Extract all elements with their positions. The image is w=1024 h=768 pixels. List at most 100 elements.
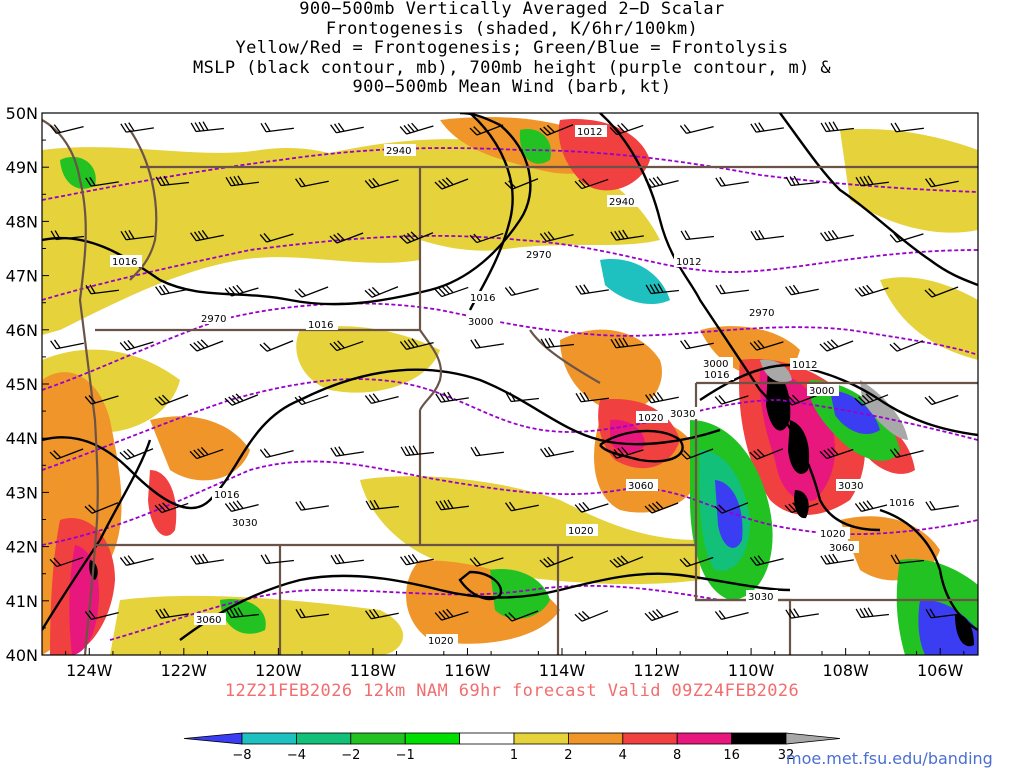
wind-barb (889, 448, 924, 458)
wind-barb (504, 286, 539, 296)
wind-barb (470, 338, 504, 349)
wind-barb (784, 394, 819, 406)
lat-tick-label: 42N (6, 538, 38, 557)
wind-barb (259, 340, 294, 352)
height-label: 2970 (199, 312, 231, 325)
lat-tick-label: 48N (6, 212, 38, 231)
wind-barb (679, 124, 714, 134)
title-line-2: Frontogenesis (shaded, K/6hr/100km) (325, 18, 699, 39)
mslp-label-text: 1016 (470, 293, 495, 304)
wind-barb (750, 122, 784, 133)
mslp-label: 1020 (566, 524, 598, 537)
wind-barb (854, 500, 889, 512)
title-block: 900−500mb Vertically Averaged 2−D Scalar… (0, 0, 1024, 98)
fgen-yellow-area (296, 326, 440, 393)
wind-barb (259, 233, 294, 243)
map-plot-area: 1012 1016 1016 1016 1016 1012 1012 1016 … (42, 113, 978, 655)
lon-tick-label: 114W (539, 661, 586, 680)
border-id-mt (418, 167, 443, 411)
colorbar-label: 4 (619, 748, 627, 763)
mslp-contour (468, 113, 514, 311)
mslp-contour (699, 363, 978, 437)
wind-barb (854, 284, 889, 297)
height-label-text: 3030 (838, 481, 863, 492)
mslp-label: 1012 (790, 358, 822, 371)
wind-barb (155, 284, 189, 296)
wind-barb (399, 122, 434, 135)
wind-barb (119, 448, 154, 460)
height-label-text: 3000 (468, 317, 493, 328)
wind-barb (714, 395, 749, 405)
wind-barb (400, 445, 434, 457)
wind-barb (50, 230, 84, 241)
mslp-label: 1016 (212, 488, 244, 501)
wind-barb (49, 124, 84, 135)
height-label-text: 3030 (670, 409, 695, 420)
wind-barb (85, 284, 119, 295)
wind-barb (890, 554, 924, 565)
wind-barb (610, 229, 644, 241)
wind-barb (120, 122, 154, 133)
wind-barb (644, 501, 679, 514)
colorbar-label: −2 (341, 748, 360, 763)
lat-tick-label: 47N (6, 267, 38, 286)
mslp-label-text: 1012 (577, 127, 602, 138)
wind-barb (154, 502, 189, 514)
lat-tick-label: 41N (6, 592, 38, 611)
colorbar-label: 1 (510, 748, 518, 763)
colorbar-segment (622, 732, 678, 745)
colorbar: −8 −4 −2 −1 1 2 4 8 16 32 (183, 732, 841, 763)
wind-barb (645, 391, 679, 404)
mslp-contour-labels: 1012 1016 1016 1016 1016 1012 1012 1016 … (110, 125, 919, 647)
lon-tick-label: 124W (66, 661, 113, 680)
flys-green-area (519, 129, 551, 164)
wind-barb (609, 123, 644, 136)
wind-barb (539, 124, 574, 136)
wind-barb (819, 339, 854, 352)
mslp-contours (42, 113, 978, 641)
wind-barb (854, 393, 889, 406)
colorbar-label: 2 (564, 748, 572, 763)
height-label: 3030 (230, 516, 262, 529)
height-label: 3000 (807, 384, 839, 397)
wind-barb (575, 391, 609, 403)
wind-barb (155, 175, 189, 187)
mslp-label-text: 1020 (428, 636, 453, 647)
wind-barb (504, 178, 539, 190)
height-label: 3000 (701, 357, 733, 370)
mslp-contour (599, 113, 881, 532)
wind-barb (609, 555, 644, 568)
wind-barb (715, 176, 749, 187)
mslp-contour (879, 508, 978, 632)
wind-barb (925, 608, 959, 619)
colorbar-label: 16 (723, 748, 740, 763)
wind-barb (84, 502, 119, 514)
height-label: 3030 (668, 407, 700, 420)
mslp-label: 1020 (818, 527, 850, 540)
wind-barb (680, 339, 714, 350)
wind-barb (925, 177, 959, 188)
wind-barb (294, 394, 329, 406)
mslp-label-text: 1012 (676, 257, 701, 268)
wind-barb (715, 284, 749, 295)
flys-green-area (490, 569, 550, 619)
wind-barb (435, 499, 469, 511)
wind-barb (85, 176, 119, 187)
wind-barb (50, 339, 84, 350)
title-line-5: 900−500mb Mean Wind (barb, kt) (352, 77, 672, 97)
wind-barb (119, 555, 154, 566)
height-label-text: 2970 (526, 250, 551, 261)
mslp-label-text: 1016 (704, 370, 729, 381)
wind-barb (504, 610, 539, 622)
lon-tick-label: 110W (728, 661, 775, 680)
lon-tick-label: 116W (444, 661, 491, 680)
mslp-label-text: 1016 (308, 320, 333, 331)
mslp-label: 1020 (636, 411, 668, 424)
height-label-text: 3000 (703, 359, 728, 370)
height-contour (42, 460, 978, 546)
lat-tick-label: 49N (6, 158, 38, 177)
wind-barb (505, 392, 539, 403)
wind-barb (190, 121, 224, 133)
lon-tick-label: 112W (633, 661, 680, 680)
